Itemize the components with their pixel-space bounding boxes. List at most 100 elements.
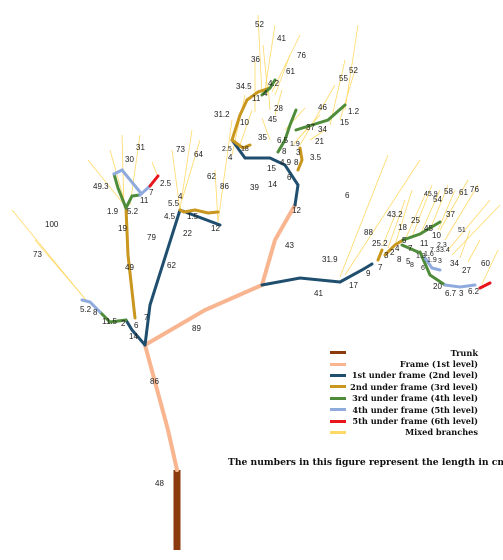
length-label: 5.2 (127, 207, 139, 216)
length-label: 79 (147, 233, 156, 242)
length-label: 36 (251, 55, 260, 64)
length-label: 6 (134, 321, 139, 330)
length-label: 3.4 (440, 247, 450, 254)
length-label: 1.5 (187, 212, 199, 221)
fifth-under-frame-branches (148, 174, 492, 290)
length-label: 2 (121, 319, 126, 328)
length-label: 15 (267, 164, 276, 173)
length-label: 14 (268, 180, 277, 189)
legend-label: 2nd under frame (3rd level) (350, 381, 478, 392)
length-label: 7 (144, 313, 149, 322)
length-label: 35 (258, 133, 267, 142)
legend-swatch (330, 385, 346, 389)
length-label: 6.5 (277, 136, 289, 145)
legend-swatch (330, 351, 346, 355)
length-label: 4 (228, 153, 233, 162)
length-label: 58 (444, 187, 453, 196)
length-label: 1.9 (290, 141, 300, 148)
length-label: 45.9 (424, 191, 438, 198)
length-label: 1.3 (416, 253, 426, 260)
length-label: 49.3 (93, 182, 109, 191)
length-label: 8 (397, 255, 402, 264)
length-label: 11 (140, 196, 149, 205)
length-label: 4 (178, 192, 183, 201)
length-label: 5 (406, 257, 411, 266)
length-label: 100 (45, 220, 59, 229)
length-label: 7 (149, 188, 154, 197)
length-label: 3 (296, 148, 301, 157)
length-label: 4 (395, 244, 400, 253)
length-label: 5.5 (168, 199, 180, 208)
fourth-under-frame-branches (80, 168, 477, 314)
length-label: 27 (462, 266, 471, 275)
length-label: 37 (306, 123, 315, 132)
length-label: 73 (33, 250, 42, 259)
length-label: 73 (176, 145, 185, 154)
length-label: 43 (285, 241, 294, 250)
length-label: 12 (292, 206, 301, 215)
length-label: 76 (470, 185, 479, 194)
length-label: 49 (125, 263, 134, 272)
length-label: 6.2 (468, 287, 480, 296)
legend-swatch (330, 373, 346, 377)
length-label: 43.2 (387, 210, 403, 219)
length-label: 3 (384, 251, 389, 260)
length-label: 7 (408, 244, 413, 253)
length-label: 54 (433, 195, 442, 204)
length-label: 8 (294, 158, 299, 167)
length-label: 46 (318, 103, 327, 112)
length-label: 37 (446, 210, 455, 219)
length-note: The numbers in this figure represent the… (228, 457, 503, 468)
length-label: 11 (252, 94, 261, 103)
length-label: 89 (192, 324, 201, 333)
length-label: 34 (318, 125, 327, 134)
length-label: 61 (286, 67, 295, 76)
length-label: 31 (136, 143, 145, 152)
length-label: 3 (438, 258, 442, 265)
legend-item-level4: 3rd under frame (4th level) (330, 393, 500, 404)
length-label: 10 (432, 231, 441, 240)
length-label: 51 (458, 227, 466, 234)
length-label: 45 (268, 115, 277, 124)
length-label: 5.2 (80, 305, 92, 314)
first-under-frame-branches (124, 138, 374, 347)
length-label: 31.9 (322, 255, 338, 264)
length-label: 20 (433, 282, 442, 291)
length-label: 19 (118, 224, 127, 233)
length-label: 1.2 (348, 107, 360, 116)
length-label: 64 (194, 150, 203, 159)
length-label: 31.2 (214, 110, 230, 119)
length-label: 15 (340, 118, 349, 127)
length-label: 48 (155, 479, 164, 488)
length-label: 8 (410, 262, 414, 269)
legend-item-level3: 2nd under frame (3rd level) (330, 381, 500, 392)
length-label: 45 (424, 224, 433, 233)
length-label: 86 (220, 182, 229, 191)
length-label: 10 (240, 118, 249, 127)
length-label: 3.5 (310, 153, 322, 162)
length-label: 8 (93, 308, 98, 317)
legend-label: Mixed branches (405, 427, 478, 438)
length-label: 11.5 (102, 317, 118, 326)
length-label: 7.3 (430, 247, 440, 254)
length-label: 18 (241, 146, 249, 153)
legend-swatch (330, 419, 346, 423)
length-label: 17 (349, 281, 358, 290)
length-label: 6.7 (445, 289, 457, 298)
length-label: 39 (250, 183, 259, 192)
length-label: 11 (420, 239, 429, 248)
length-label: 52 (349, 66, 358, 75)
length-label: 18 (398, 223, 407, 232)
length-label: 86 (150, 377, 159, 386)
length-label: 4 (263, 89, 268, 98)
length-label: 2 (390, 248, 395, 257)
length-label: 25.2 (372, 239, 388, 248)
legend-label: Trunk (450, 347, 478, 358)
length-label: 41 (314, 289, 323, 298)
length-label: 4.5 (164, 212, 176, 221)
legend-swatch (330, 362, 346, 366)
length-label: 6 (287, 173, 292, 182)
legend-item-frame: Frame (1st level) (330, 358, 500, 369)
length-label: 88 (364, 228, 373, 237)
